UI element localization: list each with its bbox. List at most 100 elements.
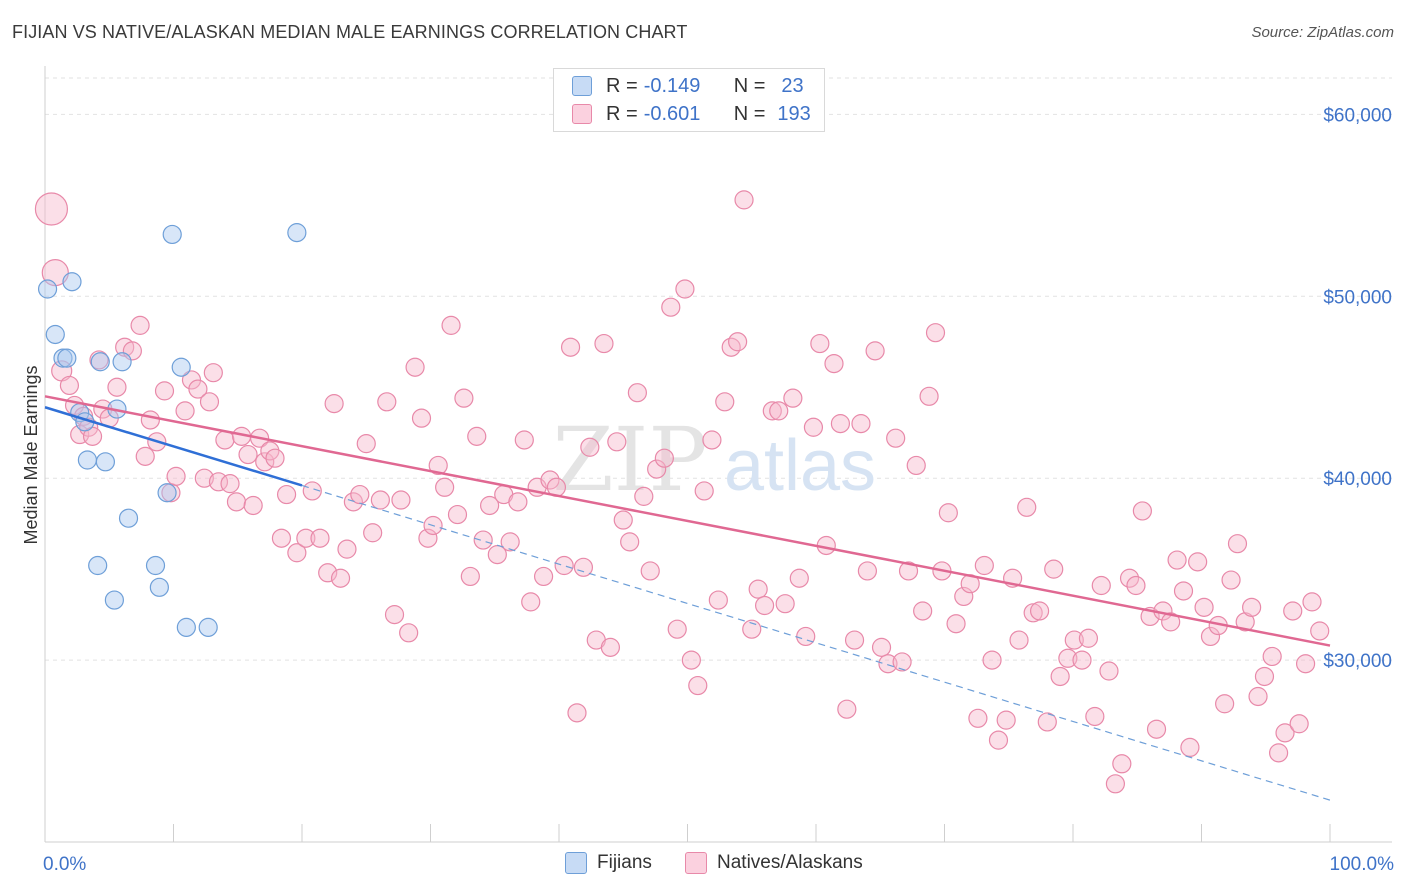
natives-point	[844, 630, 865, 650]
natives-point	[789, 568, 809, 588]
natives-point	[1009, 630, 1029, 650]
natives-point	[762, 401, 782, 421]
natives-point	[1037, 712, 1057, 732]
y-tick-label: $50,000	[1323, 287, 1392, 308]
natives-point	[573, 557, 594, 577]
natives-point	[130, 315, 150, 335]
natives-point	[287, 543, 307, 563]
natives-point	[661, 297, 681, 317]
natives-point	[702, 430, 722, 450]
natives-point	[613, 510, 633, 530]
natives-point	[540, 470, 560, 490]
series-fijians	[37, 223, 307, 637]
natives-point	[810, 333, 830, 354]
natives-point	[871, 637, 892, 657]
natives-point	[226, 492, 247, 512]
natives-point	[337, 539, 357, 559]
natives-point	[688, 675, 708, 696]
fijians-point	[77, 450, 98, 470]
natives-point	[675, 279, 695, 299]
natives-point	[460, 566, 480, 587]
natives-point	[1262, 646, 1282, 667]
r-value: -0.149	[643, 74, 701, 97]
natives-point	[203, 363, 223, 383]
natives-point	[194, 468, 214, 488]
natives-point	[1173, 581, 1194, 601]
natives-point	[1167, 550, 1187, 570]
natives-point	[107, 377, 127, 397]
natives-point	[405, 357, 425, 377]
natives-point	[1161, 612, 1181, 632]
natives-point	[1242, 597, 1262, 617]
natives-point	[473, 530, 493, 550]
natives-point	[1146, 719, 1167, 739]
natives-point	[1221, 570, 1241, 590]
series-natives-alaskans	[34, 190, 1330, 794]
natives-point	[742, 619, 762, 639]
natives-point	[363, 523, 383, 543]
natives-point	[521, 592, 541, 612]
natives-point	[1132, 501, 1152, 521]
natives-point	[796, 626, 816, 647]
natives-point	[500, 532, 520, 552]
fijians-point	[162, 224, 182, 245]
natives-point	[377, 392, 397, 412]
fijians-point	[198, 617, 218, 637]
natives-legend-label: Natives/Alaskans	[717, 852, 863, 873]
natives-point	[865, 341, 885, 361]
y-tick-label: $40,000	[1323, 469, 1392, 490]
fijians-point	[90, 352, 110, 372]
natives-point	[968, 708, 988, 728]
natives-point	[1058, 648, 1078, 668]
natives-point	[1112, 754, 1132, 774]
axis-labels: $30,000 $40,000 $50,000 $60,000 0.0% 100.0% Me…	[21, 105, 1394, 875]
natives-point	[296, 528, 316, 548]
natives-point	[925, 323, 946, 343]
fijians-point	[62, 272, 82, 292]
natives-point	[974, 555, 994, 576]
n-value: 23	[781, 74, 804, 97]
natives-point	[640, 561, 660, 581]
natives-point	[391, 490, 411, 510]
natives-point	[1310, 621, 1330, 641]
natives-point	[1302, 592, 1322, 612]
watermark-zip: ZIP	[552, 408, 707, 511]
natives-point	[580, 437, 600, 457]
natives-legend-swatch	[685, 852, 707, 874]
natives-point	[343, 492, 363, 512]
natives-point	[898, 561, 919, 581]
natives-point	[627, 383, 647, 403]
natives-point	[694, 481, 714, 501]
legend-row-natives: R = -0.601 N = 193	[572, 101, 811, 127]
natives-point	[255, 452, 275, 472]
natives-point	[384, 605, 405, 625]
natives-point	[681, 650, 701, 670]
natives-point	[1099, 661, 1119, 681]
watermark-atlas: atlas	[724, 426, 876, 506]
natives-point	[560, 337, 581, 357]
natives-point	[1072, 650, 1092, 670]
natives-point	[265, 448, 285, 468]
natives-point	[199, 392, 220, 412]
natives-point	[769, 401, 789, 421]
natives-point	[1105, 774, 1126, 794]
fijians-point	[118, 508, 139, 528]
correlation-legend: R = -0.149 N = 23 R = -0.601 N = 193	[553, 68, 825, 132]
natives-point	[988, 730, 1009, 750]
natives-point	[370, 490, 390, 510]
natives-point	[708, 590, 728, 610]
fijians-legend-swatch	[565, 852, 587, 874]
x-tick-label: 100.0%	[1330, 854, 1395, 875]
natives-point	[154, 381, 175, 401]
source-label: Source: ZipAtlas.com	[1251, 24, 1394, 41]
fijians-point	[95, 452, 115, 472]
y-axis-label: Median Male Earnings	[21, 365, 41, 544]
fijians-point	[149, 577, 169, 597]
natives-point	[1085, 706, 1105, 727]
fijians-point	[157, 483, 177, 503]
fijians-legend-label: Fijians	[597, 852, 652, 873]
natives-point	[1268, 743, 1289, 763]
natives-point	[775, 594, 795, 614]
bottom-legend-fijians: Fijians	[565, 852, 652, 874]
